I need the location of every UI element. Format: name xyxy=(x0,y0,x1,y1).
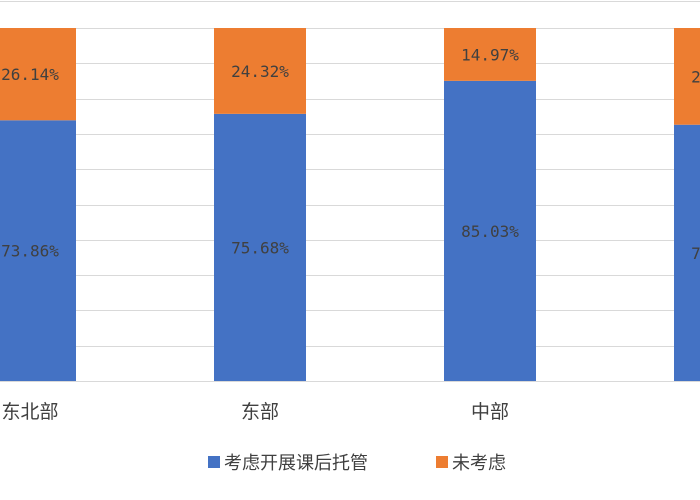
data-label: 73.86% xyxy=(1,242,59,261)
legend-swatch xyxy=(208,456,220,468)
bars xyxy=(0,28,700,382)
data-labels: 73.86% 26.14% 75.68% 24.32% 85.03% 14.97% 72.6… xyxy=(1,45,700,262)
legend-label: 未考虑 xyxy=(452,453,506,474)
bar-segment xyxy=(444,28,536,81)
data-label: 26.14% xyxy=(1,65,59,84)
bar-segment xyxy=(674,28,700,125)
x-tick-label: 东北部 xyxy=(1,401,58,423)
legend-label: 考虑开展课后托管 xyxy=(224,453,368,474)
data-label: 24.32% xyxy=(231,62,289,81)
gridlines xyxy=(0,28,700,382)
data-label: 27.40% xyxy=(691,67,700,86)
bar-segment xyxy=(0,28,76,121)
data-label: 72.60% xyxy=(691,244,700,263)
x-axis: 东北部东部中部西部 xyxy=(1,401,509,423)
data-label: 14.97% xyxy=(461,45,519,64)
data-label: 75.68% xyxy=(231,238,289,257)
bar-segment xyxy=(214,113,306,381)
bar-segment xyxy=(674,124,700,382)
bar-segment xyxy=(214,28,306,114)
bar-segment xyxy=(444,80,536,381)
data-label: 85.03% xyxy=(461,222,519,241)
x-tick-label: 东部 xyxy=(241,401,279,423)
legend-swatch xyxy=(436,456,448,468)
bar-segment xyxy=(0,120,76,381)
legend: 考虑开展课后托管 未考虑 xyxy=(208,453,506,474)
x-tick-label: 中部 xyxy=(471,401,509,423)
